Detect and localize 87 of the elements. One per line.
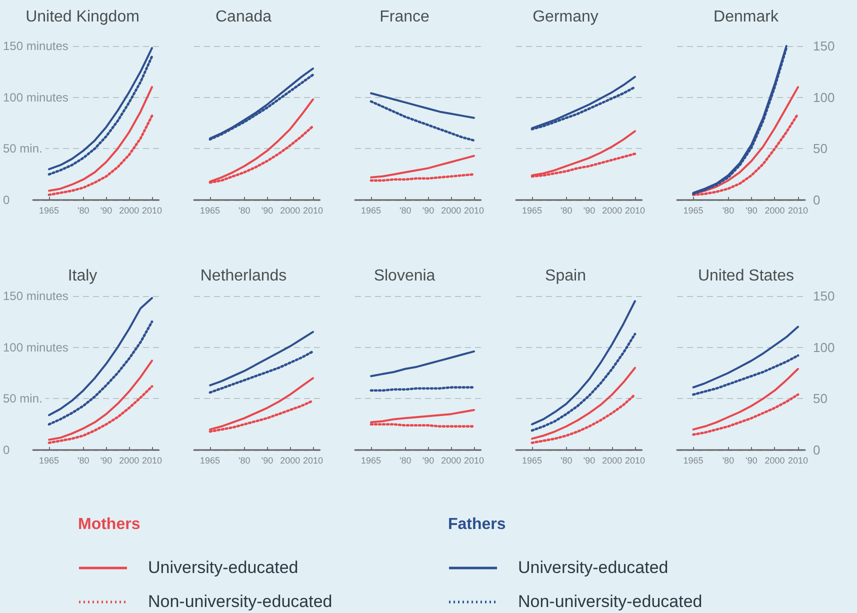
x-tick-label: 1965	[361, 206, 382, 216]
x-tick-label: 2010	[142, 206, 162, 216]
x-tick-label: '90	[583, 206, 596, 216]
x-tick-label: '80	[722, 206, 734, 216]
chart-title: Spain	[545, 268, 586, 284]
x-tick-label: '80	[238, 206, 250, 216]
x-tick-label: 2010	[142, 456, 162, 466]
x-tick-label: '90	[422, 206, 434, 216]
y2-tick-label: 50	[813, 391, 828, 406]
x-tick-label: 1965	[522, 456, 542, 466]
x-tick-label: 2010	[464, 206, 484, 216]
x-tick-label: '80	[399, 206, 412, 216]
line-series	[692, 354, 800, 396]
x-tick-label: 2000	[602, 206, 622, 216]
y2-tick-label: 100	[813, 340, 835, 355]
x-tick-label: '80	[560, 206, 572, 216]
x-tick-label: 1965	[683, 456, 704, 466]
x-tick-label: 1965	[39, 206, 60, 216]
chart-title: Netherlands	[200, 268, 287, 284]
x-tick-label: 2000	[441, 456, 462, 466]
chart-title: Slovenia	[374, 268, 436, 284]
x-tick-label: 1965	[361, 456, 382, 466]
y2-tick-label: 100	[813, 90, 835, 105]
x-tick-label: 2010	[302, 456, 324, 466]
y-tick-label: 100 minutes	[3, 90, 68, 104]
y-tick-label: 0	[3, 443, 10, 457]
x-tick-label: '90	[422, 456, 434, 466]
x-tick-label: '90	[100, 456, 112, 466]
x-tick-label: 2000	[441, 206, 462, 216]
x-tick-label: 2010	[624, 206, 646, 216]
x-tick-label: '80	[238, 456, 250, 466]
x-tick-label: 2010	[464, 456, 484, 466]
x-tick-label: 1965	[522, 206, 542, 216]
legend-label: Non-university-educated	[148, 592, 332, 612]
x-tick-label: 2000	[119, 206, 140, 216]
x-tick-label: 2010	[302, 206, 324, 216]
y-tick-label: 0	[3, 193, 10, 207]
x-tick-label: '80	[77, 456, 90, 466]
line-series	[692, 368, 800, 430]
y2-tick-label: 50	[813, 141, 828, 156]
x-tick-label: 2000	[764, 206, 785, 216]
chart-title: United States	[698, 268, 794, 284]
line-series	[692, 393, 800, 436]
line-series	[48, 360, 153, 441]
y-tick-label: 150 minutes	[3, 39, 68, 53]
y2-tick-label: 0	[813, 192, 820, 208]
x-tick-label: 2000	[764, 456, 785, 466]
x-tick-label: 2010	[624, 456, 646, 466]
chart-title: Denmark	[714, 8, 780, 26]
x-tick-label: '90	[261, 456, 274, 466]
y-tick-label: 50 min.	[3, 142, 42, 156]
chart-title: United Kingdom	[26, 8, 140, 26]
chart-title: Italy	[68, 268, 98, 284]
x-tick-label: '80	[560, 456, 572, 466]
x-tick-label: 2000	[119, 456, 140, 466]
text: Fathers	[448, 516, 507, 535]
x-tick-label: 1965	[200, 206, 220, 216]
x-tick-label: '90	[261, 206, 274, 216]
x-tick-label: 2000	[280, 456, 300, 466]
x-tick-label: 1965	[683, 206, 704, 216]
x-tick-label: '80	[722, 456, 734, 466]
legend-label: Non-university-educated	[518, 592, 702, 612]
chart-title: Canada	[215, 8, 272, 26]
y2-tick-label: 150	[813, 288, 835, 304]
y2-tick-label: 0	[813, 442, 820, 458]
x-tick-label: '80	[399, 456, 412, 466]
y-tick-label: 150 minutes	[3, 289, 68, 303]
legend-label: University-educated	[148, 558, 298, 578]
x-tick-label: '90	[583, 456, 596, 466]
y2-tick-label: 150	[813, 38, 835, 54]
x-tick-label: 2000	[280, 206, 300, 216]
line-series	[692, 326, 800, 388]
y-tick-label: 50 min.	[3, 392, 42, 406]
x-tick-label: '90	[746, 456, 758, 466]
legend-label: University-educated	[518, 558, 668, 578]
x-tick-label: 1965	[39, 456, 60, 466]
y-tick-label: 100 minutes	[3, 340, 68, 354]
x-tick-label: '90	[100, 206, 112, 216]
x-tick-label: 1965	[200, 456, 220, 466]
chart-title: France	[380, 8, 430, 26]
x-tick-label: 2010	[788, 456, 808, 466]
x-tick-label: '90	[746, 206, 758, 216]
chart-title: Germany	[532, 8, 598, 26]
x-tick-label: 2010	[788, 206, 808, 216]
text: Mothers	[78, 516, 142, 535]
x-tick-label: 2000	[602, 456, 622, 466]
x-tick-label: '80	[77, 206, 90, 216]
